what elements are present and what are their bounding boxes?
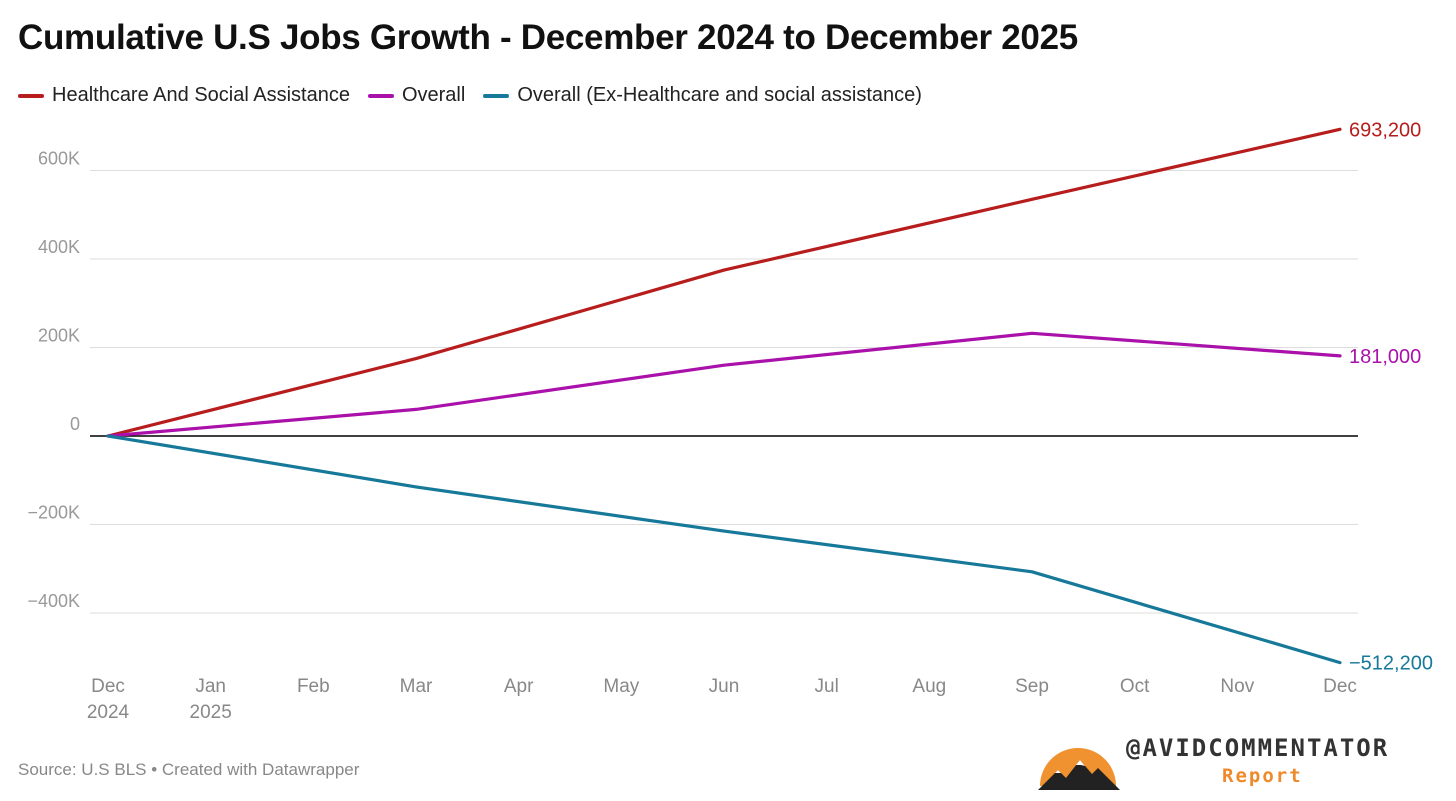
x-tick-label: Dec (1323, 676, 1357, 697)
legend-label-healthcare: Healthcare And Social Assistance (52, 84, 350, 106)
brand-name: @AVIDCOMMENTATOR (1126, 734, 1390, 762)
x-tick-label: Feb (297, 676, 330, 697)
end-label-ex-healthcare: −512,200 (1349, 653, 1433, 675)
y-tick-label: 0 (70, 414, 80, 434)
x-tick-label: Jun (709, 676, 740, 697)
legend-swatch-ex-healthcare (483, 93, 510, 98)
mountain-sun-icon (1038, 748, 1120, 790)
y-tick-label: 200K (38, 326, 80, 346)
legend-item-healthcare: Healthcare And Social Assistance (18, 84, 350, 107)
line-chart: 600K 400K 200K 0 −200K −400K Dec 2024 Jan 2025 Feb… (27, 119, 1433, 723)
y-tick-label: −400K (27, 591, 80, 611)
end-label-overall: 181,000 (1349, 346, 1421, 368)
x-tick-label: Sep (1015, 676, 1049, 697)
x-tick-label: Aug (912, 676, 946, 697)
x-tick-label: Mar (400, 676, 433, 697)
end-label-healthcare: 693,200 (1349, 119, 1421, 141)
legend: Healthcare And Social Assistance Overall… (18, 84, 940, 107)
y-tick-label: 600K (38, 149, 80, 169)
y-tick-label: 400K (38, 237, 80, 257)
legend-item-ex-healthcare: Overall (Ex-Healthcare and social assist… (483, 84, 922, 107)
legend-swatch-healthcare (18, 93, 44, 98)
source-note: Source: U.S BLS • Created with Datawrapp… (18, 760, 360, 779)
y-tick-label: −200K (27, 503, 80, 523)
x-tick-label: May (603, 676, 639, 697)
brand-subtitle: Report (1222, 765, 1303, 787)
chart-title: Cumulative U.S Jobs Growth - December 20… (18, 18, 1078, 57)
legend-label-overall: Overall (401, 84, 466, 106)
brand-logo: @AVIDCOMMENTATOR Report (1036, 732, 1436, 796)
x-tick-label: Jul (815, 676, 839, 697)
x-tick-label: Nov (1220, 676, 1254, 697)
x-tick-label: Apr (504, 676, 534, 697)
legend-item-overall: Overall (367, 84, 466, 107)
x-tick-label: Jan 2025 (190, 676, 232, 723)
x-tick-label: Dec 2024 (87, 676, 130, 723)
series-line-healthcare (106, 127, 1342, 438)
series-line-overall (106, 331, 1342, 438)
legend-swatch-overall (367, 93, 394, 98)
series-line-ex-healthcare (106, 434, 1342, 665)
x-tick-label: Oct (1120, 676, 1150, 697)
legend-label-ex-healthcare: Overall (Ex-Healthcare and social assist… (517, 84, 922, 106)
